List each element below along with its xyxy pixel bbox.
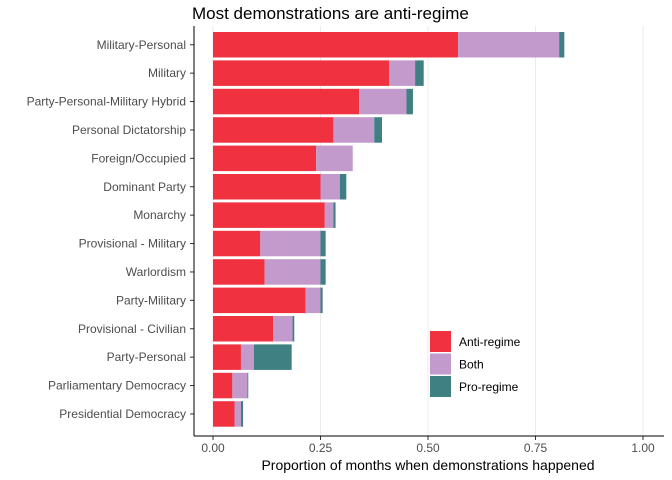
- category-label: Military-Personal: [97, 38, 186, 52]
- category-label: Party-Military: [116, 293, 186, 307]
- bar-segment: [292, 316, 295, 342]
- bar-segment: [213, 344, 241, 370]
- x-tick-label: 0.75: [524, 441, 548, 455]
- bar-segment: [213, 287, 306, 314]
- category-label: Parliamentary Democracy: [48, 379, 186, 393]
- bar-segment: [213, 145, 317, 172]
- x-tick-label: 0.00: [201, 441, 225, 455]
- bar-segment: [389, 60, 416, 86]
- bar-segment: [213, 117, 334, 143]
- bar-segment: [240, 401, 244, 427]
- bar-segment: [213, 401, 235, 427]
- bar-segment: [240, 344, 254, 370]
- legend-swatch: [430, 353, 451, 375]
- category-label: Presidential Democracy: [59, 407, 186, 421]
- bar-segment: [213, 32, 459, 58]
- bar-segment: [406, 88, 413, 115]
- legend-swatch: [430, 376, 451, 397]
- bar-segment: [320, 174, 340, 200]
- bar-segment: [213, 88, 360, 115]
- bar-segment: [232, 372, 248, 399]
- bar-segment: [415, 60, 424, 86]
- bar-segment: [213, 259, 265, 285]
- x-tick-label: 0.25: [309, 441, 333, 455]
- legend-label: Both: [459, 358, 484, 372]
- category-labels: Military-Personal Military Party-Personal-…: [27, 38, 194, 421]
- category-label: Military: [148, 66, 186, 80]
- bar-segment: [213, 316, 274, 342]
- chart-title: Most demonstrations are anti-regime: [192, 4, 469, 23]
- category-label: Foreign/Occupied: [91, 151, 186, 165]
- bar-segment: [260, 230, 321, 257]
- bar-segment: [213, 174, 321, 200]
- legend-label: Pro-regime: [459, 380, 519, 394]
- bar-segment: [320, 230, 326, 257]
- bar-segment: [273, 316, 293, 342]
- bar-segment: [374, 117, 382, 143]
- bar-segment: [320, 259, 326, 285]
- bar-segment: [247, 372, 249, 399]
- bar-segment: [339, 174, 347, 200]
- bar-segment: [305, 287, 321, 314]
- x-tick-labels: 0.00 0.25 0.50 0.75 1.00: [201, 436, 655, 455]
- bar-segment: [213, 372, 233, 399]
- bar-segment: [320, 287, 323, 314]
- legend: Anti-regime Both Pro-regime: [430, 331, 521, 397]
- bar-segment: [333, 117, 375, 143]
- x-tick-label: 0.50: [416, 441, 440, 455]
- bar-segment: [333, 202, 336, 228]
- bar-segment: [234, 401, 241, 427]
- legend-swatch: [430, 331, 451, 352]
- category-label: Provisional - Military: [79, 237, 186, 251]
- bar-segment: [316, 145, 353, 172]
- category-label: Monarchy: [133, 208, 186, 222]
- category-label: Personal Dictatorship: [72, 123, 186, 137]
- bar-segment: [213, 230, 261, 257]
- category-label: Dominant Party: [103, 180, 186, 194]
- category-label: Warlordism: [126, 265, 186, 279]
- x-axis-title: Proportion of months when demonstrations…: [261, 457, 594, 473]
- bar-segment: [213, 60, 390, 86]
- category-label: Provisional - Civilian: [78, 322, 186, 336]
- bar-segment: [559, 32, 565, 58]
- legend-label: Anti-regime: [459, 335, 521, 349]
- bar-segment: [324, 202, 334, 228]
- bar-segment: [458, 32, 560, 58]
- category-label: Party-Personal: [107, 350, 186, 364]
- bar-segment: [359, 88, 407, 115]
- category-label: Party-Personal-Military Hybrid: [27, 95, 186, 109]
- bar-segment: [213, 202, 325, 228]
- bar-segment: [253, 344, 292, 370]
- bars-group: [213, 32, 565, 427]
- bar-segment: [264, 259, 321, 285]
- x-tick-label: 1.00: [631, 441, 655, 455]
